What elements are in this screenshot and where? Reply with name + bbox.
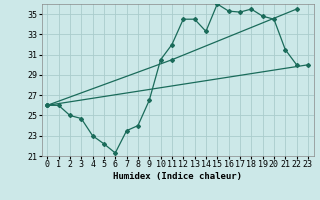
X-axis label: Humidex (Indice chaleur): Humidex (Indice chaleur) <box>113 172 242 181</box>
